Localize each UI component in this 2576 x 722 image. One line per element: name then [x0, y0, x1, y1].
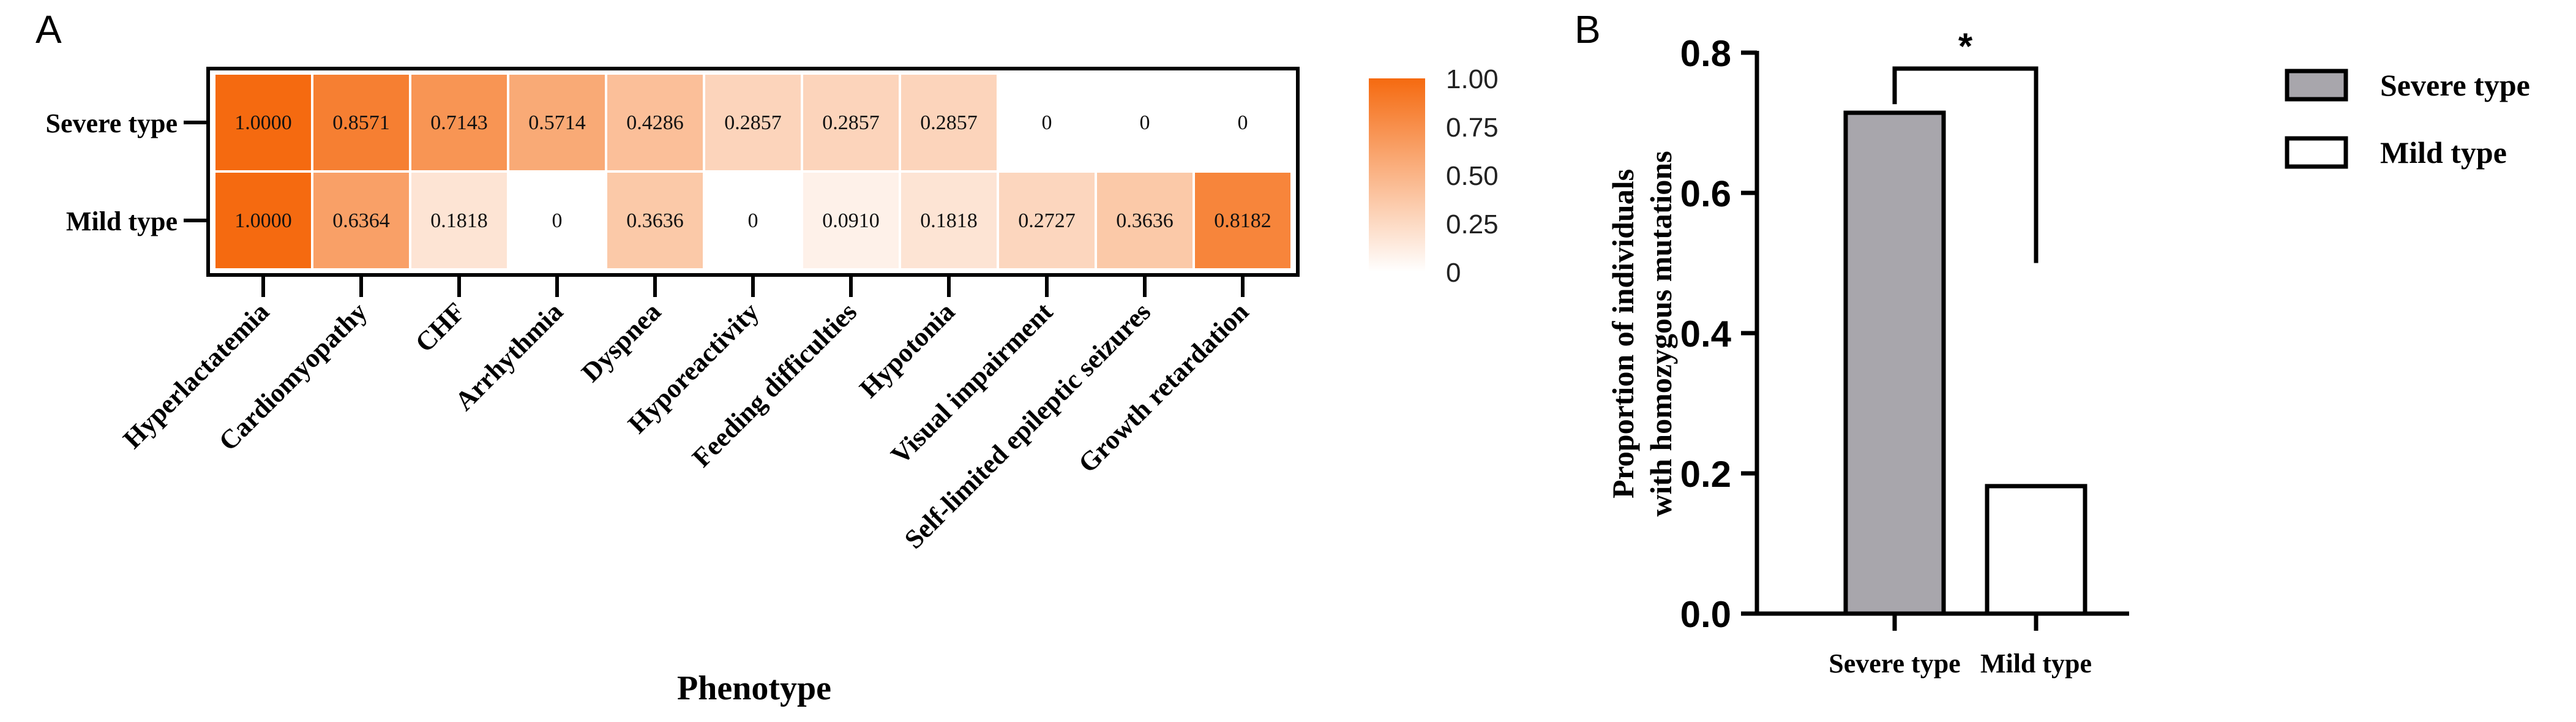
heatmap-cell-label: 0.2857	[920, 111, 978, 134]
heatmap-cell	[901, 75, 997, 170]
heatmap-cell-label: 1.0000	[234, 111, 292, 134]
heatmap-cell	[803, 75, 899, 170]
heatmap-cell	[999, 173, 1095, 268]
heatmap-cell	[607, 75, 703, 170]
heatmap-cell	[215, 75, 311, 170]
heatmap-cell	[1195, 173, 1290, 268]
heatmap-cell	[313, 75, 409, 170]
heatmap-cell	[999, 75, 1095, 170]
heatmap-cell	[411, 75, 507, 170]
heatmap-col-label: CHF	[410, 296, 471, 358]
heatmap-cell-label: 0.7143	[430, 111, 488, 134]
heatmap-cell	[1195, 75, 1290, 170]
heatmap-cell-label: 0.8571	[332, 111, 390, 134]
colorbar-gradient	[1369, 78, 1425, 272]
legend-label: Mild type	[2380, 135, 2507, 170]
heatmap-cell	[901, 173, 997, 268]
heatmap-cell	[509, 75, 605, 170]
heatmap-cell-label: 0	[1042, 111, 1052, 134]
heatmap-cell	[313, 173, 409, 268]
heatmap-cell	[509, 173, 605, 268]
heatmap-cell-label: 0.2857	[724, 111, 782, 134]
bar-chart-panel: 0.0 0.2 0.4 0.6 0.8 Severe type Mild type * Pr…	[1606, 26, 2530, 679]
x-tick-label: Severe type	[1829, 649, 1960, 679]
heatmap-cell-label: 0.6364	[332, 209, 390, 232]
y-tick-label: 0.6	[1680, 173, 1731, 214]
heatmap-cell-label: 0.5714	[528, 111, 586, 134]
heatmap-cell-label: 0	[1140, 111, 1150, 134]
y-tick-label: 0.8	[1680, 33, 1731, 74]
heatmap-row-label: Severe type	[46, 108, 178, 138]
heatmap-col-label: Visual impairment	[885, 296, 1059, 470]
x-tick-label: Mild type	[1980, 649, 2092, 679]
legend-swatch	[2285, 136, 2348, 169]
heatmap-cell-label: 1.0000	[234, 209, 292, 232]
colorbar-tick-label: 0.75	[1446, 113, 1499, 143]
colorbar-tick-label: 0	[1446, 258, 1461, 288]
significance-marker: *	[1958, 26, 1973, 67]
heatmap-cell	[607, 173, 703, 268]
heatmap-cell-label: 0.8182	[1214, 209, 1271, 232]
heatmap-cell-label: 0.2857	[822, 111, 880, 134]
legend-label: Severe type	[2380, 68, 2530, 102]
heatmap-cell-label: 0.4286	[626, 111, 684, 134]
colorbar-tick-label: 0.50	[1446, 161, 1499, 191]
y-tick-label: 0.2	[1680, 454, 1731, 495]
heatmap-cell	[803, 173, 899, 268]
significance-bracket	[1892, 66, 2039, 263]
colorbar: 1.00 0.75 0.50 0.25 0	[1369, 64, 1499, 288]
y-tick-label: 0.0	[1680, 594, 1731, 635]
heatmap-cell-label: 0.2727	[1018, 209, 1076, 232]
heatmap-col-label: Feeding difficulties	[686, 296, 863, 473]
y-axis-title: Proportion of individuals	[1606, 169, 1640, 498]
heatmap-cell-label: 0	[748, 209, 758, 232]
heatmap-row-label: Mild type	[66, 206, 178, 236]
heatmap-col-label: Dyspnea	[575, 296, 667, 388]
heatmap-cell	[411, 173, 507, 268]
heatmap-cell-label: 0	[552, 209, 563, 232]
heatmap-panel: 1.0000 0.8571 0.7143 0.5714 0.4286 0.2857 0.28…	[46, 67, 1300, 707]
bar	[1985, 484, 2087, 616]
heatmap-col-label: Growth retardation	[1073, 296, 1254, 478]
heatmap-cell-label: 0.1818	[920, 209, 978, 232]
colorbar-tick-label: 0.25	[1446, 209, 1499, 239]
heatmap-cell-label: 0.0910	[822, 209, 880, 232]
heatmap-cell	[1097, 75, 1193, 170]
heatmap-cell-label: 0.1818	[430, 209, 488, 232]
panel-a-label: A	[36, 7, 62, 51]
heatmap-cell	[705, 75, 801, 170]
heatmap-col-label: Hypotonia	[853, 296, 960, 404]
heatmap-cell	[705, 173, 801, 268]
panel-b-label: B	[1574, 7, 1601, 51]
heatmap-x-axis-title: Phenotype	[677, 669, 831, 707]
legend-swatch	[2285, 69, 2348, 102]
heatmap-cell-label: 0	[1238, 111, 1248, 134]
heatmap-cell-label: 0.3636	[626, 209, 684, 232]
colorbar-tick-label: 1.00	[1446, 64, 1499, 94]
bar	[1843, 110, 1946, 616]
heatmap-cell	[215, 173, 311, 268]
y-axis-title: with homozygous mutations	[1644, 151, 1678, 516]
heatmap-cell	[1097, 173, 1193, 268]
y-tick-label: 0.4	[1680, 314, 1732, 355]
heatmap-cell-label: 0.3636	[1116, 209, 1174, 232]
